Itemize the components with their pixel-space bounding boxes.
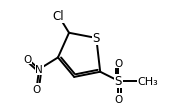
Text: N: N [35,65,43,74]
Text: S: S [115,75,122,88]
Text: O: O [32,84,41,94]
Text: O: O [114,58,122,68]
Text: CH₃: CH₃ [138,76,159,86]
Text: Cl: Cl [53,10,64,23]
Text: O: O [114,94,122,104]
Text: S: S [93,32,100,45]
Text: O: O [23,54,32,64]
